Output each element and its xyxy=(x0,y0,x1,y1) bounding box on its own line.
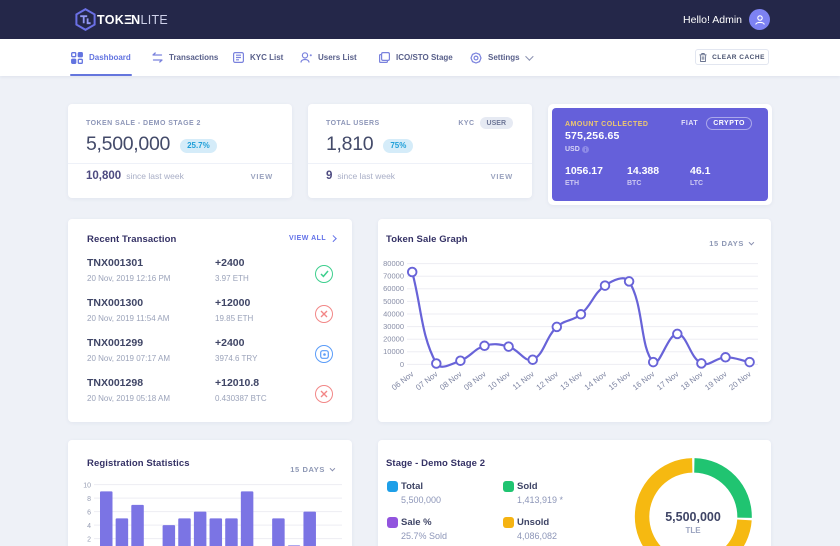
svg-text:20000: 20000 xyxy=(383,335,404,344)
svg-text:70000: 70000 xyxy=(383,272,404,281)
svg-text:06 Nov: 06 Nov xyxy=(390,369,416,392)
svg-text:60000: 60000 xyxy=(383,284,404,293)
svg-text:4: 4 xyxy=(87,523,91,530)
svg-text:11 Nov: 11 Nov xyxy=(511,369,536,391)
svg-text:16 Nov: 16 Nov xyxy=(631,369,657,392)
svg-text:07 Nov: 07 Nov xyxy=(414,369,440,392)
svg-text:10 Nov: 10 Nov xyxy=(486,369,512,392)
svg-text:80000: 80000 xyxy=(383,259,404,268)
svg-text:18 Nov: 18 Nov xyxy=(679,369,705,392)
svg-text:40000: 40000 xyxy=(383,309,404,318)
svg-text:09 Nov: 09 Nov xyxy=(462,369,488,392)
svg-text:17 Nov: 17 Nov xyxy=(655,369,681,392)
svg-text:2: 2 xyxy=(87,537,91,544)
svg-text:10000: 10000 xyxy=(383,347,404,356)
svg-text:10: 10 xyxy=(83,483,91,490)
svg-text:13 Nov: 13 Nov xyxy=(559,369,585,392)
svg-text:19 Nov: 19 Nov xyxy=(703,369,729,392)
svg-text:12 Nov: 12 Nov xyxy=(535,369,561,392)
svg-text:5,500,000: 5,500,000 xyxy=(665,510,721,524)
svg-text:6: 6 xyxy=(87,510,91,517)
svg-text:TLE: TLE xyxy=(685,526,701,535)
svg-text:20 Nov: 20 Nov xyxy=(727,369,753,392)
svg-text:15 Nov: 15 Nov xyxy=(607,369,633,392)
svg-text:8: 8 xyxy=(87,496,91,503)
svg-text:50000: 50000 xyxy=(383,297,404,306)
svg-text:0: 0 xyxy=(400,360,404,369)
svg-text:30000: 30000 xyxy=(383,322,404,331)
svg-text:14 Nov: 14 Nov xyxy=(583,369,609,392)
svg-text:08 Nov: 08 Nov xyxy=(438,369,464,392)
